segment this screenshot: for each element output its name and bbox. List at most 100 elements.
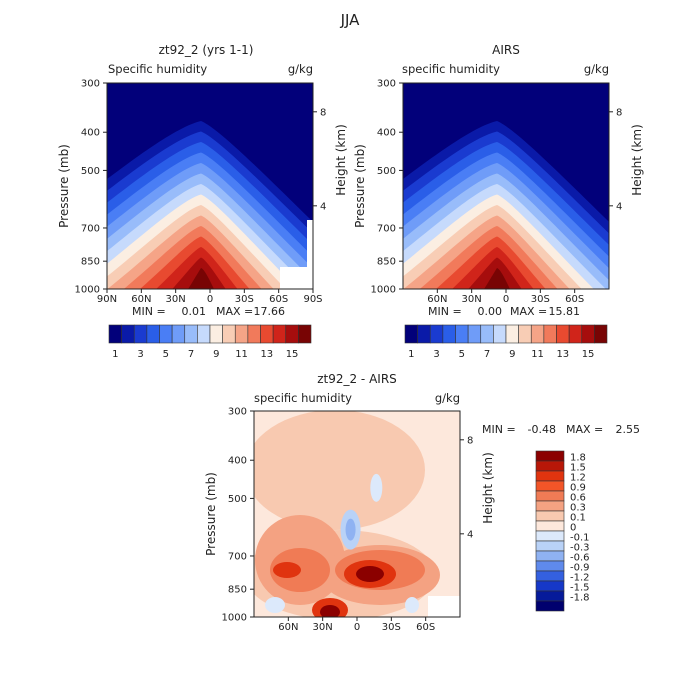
min-value: 0.00	[478, 305, 503, 318]
colorbar-label: 1.8	[570, 453, 586, 464]
x-tick-label: 30S	[531, 294, 550, 305]
colorbar-swatch	[535, 580, 565, 592]
x-tick-label: 60N	[427, 294, 447, 305]
anomaly-contour	[273, 562, 301, 578]
axes-difference: 300 400 500 700 850 1000 8 4 60N 30N 0 30S 60S	[222, 407, 474, 634]
y-tick-label: 400	[228, 456, 247, 467]
colorbar-swatch	[535, 590, 565, 602]
colorbar-label: -1.2	[570, 573, 590, 584]
colorbar-label: 11	[531, 349, 544, 360]
heatmap-bands	[403, 121, 609, 289]
y-tick-label: 300	[377, 79, 396, 90]
colorbar-swatch	[535, 460, 565, 472]
colorbar-label: 5	[163, 349, 169, 360]
x-tick-label: 30N	[166, 294, 186, 305]
colorbar-swatch	[535, 540, 565, 552]
max-value: 2.55	[616, 423, 641, 436]
missing-data-region	[280, 267, 313, 289]
min-value: 0.01	[182, 305, 207, 318]
panel-difference: zt92_2 - AIRS specific humidity g/kg 300…	[204, 372, 640, 633]
right-axis-label: Height (km)	[630, 124, 644, 195]
colorbar-swatch	[197, 324, 211, 344]
y-tick-label: 850	[377, 257, 396, 268]
min-value: -0.48	[528, 423, 556, 436]
colorbar-swatch	[535, 570, 565, 582]
x-tick-label: 30N	[313, 622, 333, 633]
max-label: MAX =	[216, 305, 253, 318]
x-tick-label: 90S	[303, 294, 322, 305]
anomaly-contour	[370, 473, 383, 502]
colorbar-label: 11	[235, 349, 248, 360]
colorbar-label: -0.1	[570, 533, 590, 544]
panel-title: AIRS	[492, 43, 520, 57]
max-label: MAX =	[566, 423, 603, 436]
colorbar-swatch	[505, 324, 519, 344]
x-tick-label: 0	[207, 294, 213, 305]
colorbar-swatch	[535, 530, 565, 542]
x-tick-label: 60N	[131, 294, 151, 305]
y-tick-label: 1000	[371, 285, 396, 296]
colorbar-swatch	[260, 324, 274, 344]
colorbar-swatch	[535, 500, 565, 512]
anomaly-contour	[254, 411, 425, 530]
colorbar-swatch	[429, 324, 444, 344]
x-tick-label: 60S	[269, 294, 288, 305]
panel-title: zt92_2 (yrs 1-1)	[159, 43, 254, 57]
colorbar-label: 15	[286, 349, 299, 360]
colorbar-label: 13	[260, 349, 273, 360]
panel-model: zt92_2 (yrs 1-1) Specific humidity g/kg …	[57, 43, 348, 360]
stats-model: MIN = 0.01 MAX = 17.66	[132, 305, 285, 318]
colorbar-airs: 1 3 5 7 9 11 13 15	[404, 324, 608, 360]
colorbar-swatch	[455, 324, 469, 344]
colorbar-swatch	[535, 480, 565, 492]
colorbar-label: 13	[556, 349, 569, 360]
y-tick-label: 700	[228, 551, 247, 562]
colorbar-swatch	[568, 324, 583, 344]
panel-subtitle-left: specific humidity	[254, 391, 352, 405]
right-axis-label: Height (km)	[481, 452, 495, 523]
stats-difference: MIN = -0.48 MAX = 2.55	[482, 423, 640, 436]
heatmap-difference	[254, 411, 460, 617]
right-tick-label: 4	[616, 201, 622, 212]
colorbar-swatch	[581, 324, 595, 344]
panel-subtitle-left: Specific humidity	[108, 62, 207, 76]
colorbar-swatch	[209, 324, 223, 344]
right-tick-label: 8	[616, 107, 622, 118]
colorbar-swatch	[146, 324, 160, 344]
axes-airs: 300 400 500 700 850 1000 8 4 60N 30N 0 30S 60S	[371, 79, 623, 306]
colorbar-model: 1 3 5 7 9 11 13 15	[108, 324, 312, 360]
missing-data-region	[307, 220, 313, 289]
colorbar-swatch	[159, 324, 173, 344]
colorbar-difference: 1.81.51.20.90.60.30.10-0.1-0.3-0.6-0.9-1…	[535, 450, 590, 612]
colorbar-label: -0.9	[570, 563, 590, 574]
x-tick-label: 0	[503, 294, 509, 305]
colorbar-label: 0.1	[570, 513, 586, 524]
colorbar-swatch	[285, 324, 299, 344]
colorbar-swatch	[247, 324, 261, 344]
colorbar-label: 1.2	[570, 473, 586, 484]
contour-band	[188, 268, 214, 289]
colorbar-label: 0.3	[570, 503, 586, 514]
colorbar-swatch	[417, 324, 431, 344]
max-label: MAX =	[510, 305, 547, 318]
colorbar-label: -1.5	[570, 583, 590, 594]
x-tick-label: 60S	[416, 622, 435, 633]
min-label: MIN =	[482, 423, 516, 436]
max-value: 17.66	[254, 305, 286, 318]
min-label: MIN =	[428, 305, 462, 318]
x-tick-label: 60N	[278, 622, 298, 633]
x-tick-label: 30S	[382, 622, 401, 633]
x-tick-label: 0	[354, 622, 360, 633]
panel-title: zt92_2 - AIRS	[317, 372, 397, 386]
colorbar-swatch	[222, 324, 236, 344]
colorbar-swatch	[404, 324, 418, 344]
x-tick-label: 30N	[462, 294, 482, 305]
colorbar-swatch	[535, 560, 565, 572]
colorbar-swatch	[535, 510, 565, 522]
max-value: 15.81	[549, 305, 581, 318]
colorbar-swatch	[535, 600, 565, 612]
axes-model: 300 400 500 700 850 1000 8 4 90N 60N 30N 0 30S 60S 90S	[75, 79, 327, 306]
colorbar-swatch	[467, 324, 482, 344]
anomaly-contour	[356, 566, 384, 582]
